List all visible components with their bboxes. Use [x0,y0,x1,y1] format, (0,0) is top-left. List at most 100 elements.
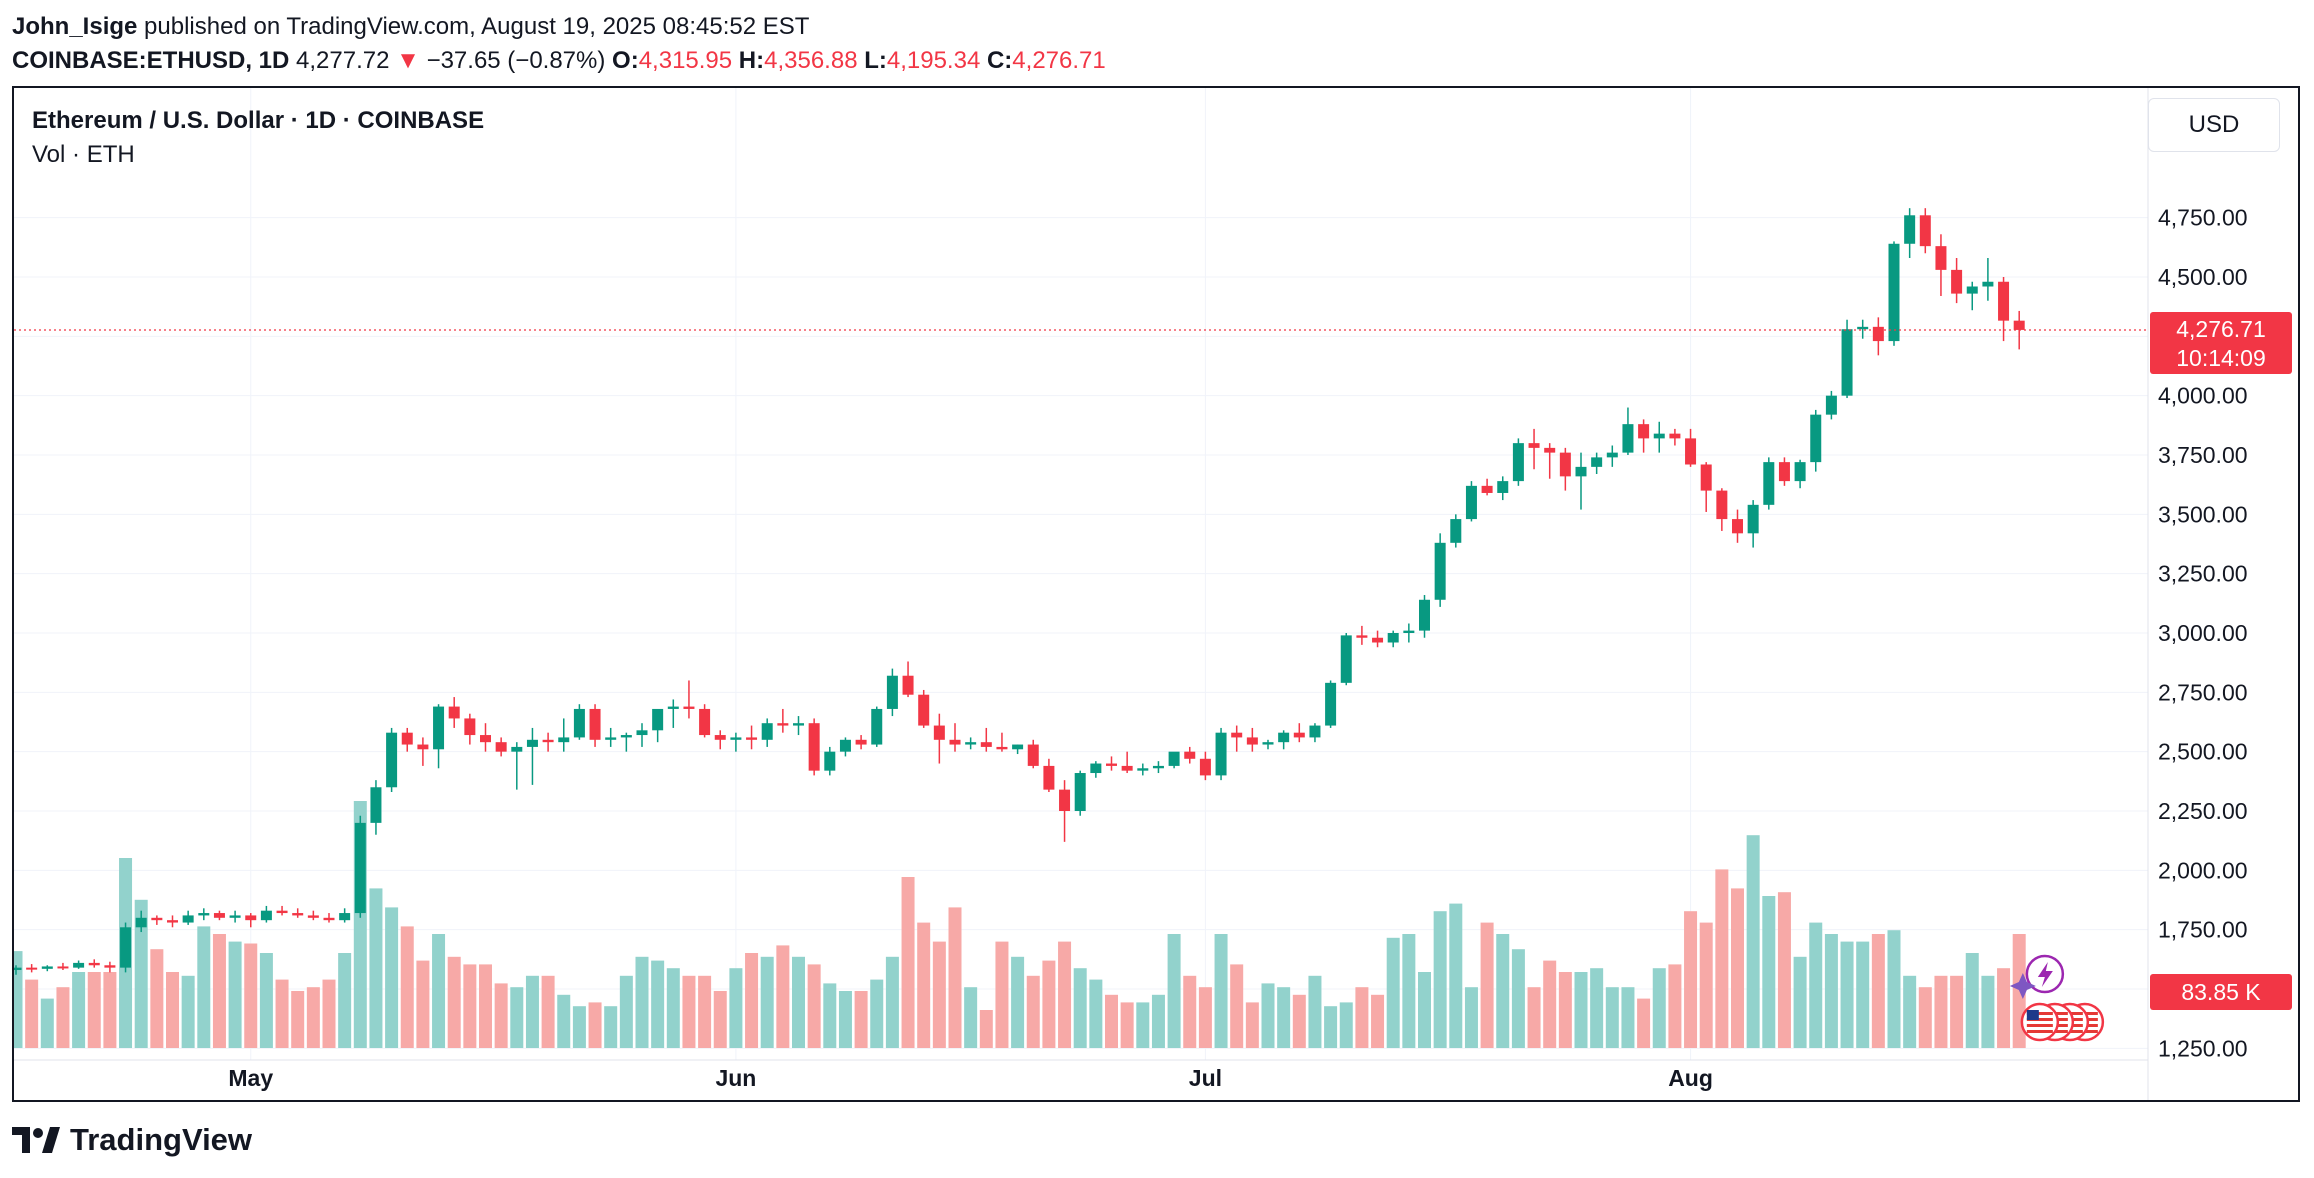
candle-body [1012,744,1024,750]
publish-text: published on TradingView.com, August 19,… [144,13,810,40]
candle-body [2013,320,2025,330]
candle-body [1559,452,1571,477]
candle-body [1951,269,1963,294]
volume-bar [1339,1002,1353,1048]
volume-bar [1371,994,1385,1048]
footer-brand[interactable]: TradingView [12,1122,252,1158]
volume-bar [1120,1002,1134,1048]
candle-body [824,751,836,771]
volume-bar [25,979,39,1048]
candle-body [933,725,945,740]
volume-bar [1574,972,1588,1048]
volume-bar [1183,975,1197,1048]
candle-body [1544,447,1556,453]
y-tick-label: 1,750.00 [2158,917,2248,943]
low-value: 4,195.34 [886,47,981,74]
candle-body [699,708,711,736]
candle-body [323,917,335,921]
volume-bar [385,907,399,1048]
volume-label: 83.85 K [2181,979,2261,1005]
candle-body [182,915,194,923]
legend-volume[interactable]: Vol · ETH [32,141,135,168]
volume-bar [1997,968,2011,1048]
chart-frame[interactable]: 1,250.001,500.001,750.002,000.002,250.00… [12,86,2300,1102]
volume-bar [166,972,179,1048]
candle-body [1293,732,1305,738]
price-chart[interactable]: 1,250.001,500.001,750.002,000.002,250.00… [14,88,2298,1100]
candle-body [1199,758,1211,776]
volume-bar [1402,934,1416,1048]
volume-bar [1934,975,1948,1048]
candle-body [1966,286,1978,294]
volume-bar [416,960,430,1048]
x-tick-label: Aug [1668,1065,1713,1091]
candle-body [1591,457,1603,467]
legend-title[interactable]: Ethereum / U.S. Dollar · 1D · COINBASE [32,107,485,134]
volume-bar [1324,1006,1338,1048]
candle-body [573,708,585,738]
candle-body [667,706,679,709]
candle-body [1653,433,1665,439]
volume-bar [197,926,211,1048]
x-tick-label: Jun [715,1065,756,1091]
flag-stripe [2026,1024,2053,1027]
candle-body [1215,732,1227,776]
candle-body [401,732,413,745]
author-name[interactable]: John_Isige [12,13,138,40]
candle-body [714,735,726,740]
last-price-label: 4,276.71 [2176,316,2266,342]
candle-body [1419,599,1430,631]
candle-body [761,723,773,740]
volume-bar [1464,987,1478,1048]
volume-bar [619,975,633,1048]
candle-body [14,967,22,971]
candle-body [1387,633,1399,643]
candle-body [1168,751,1180,766]
volume-bar [682,975,696,1048]
candle-body [777,723,789,726]
volume-bar [666,968,680,1048]
volume-bar [400,926,414,1048]
volume-bar [432,934,446,1048]
volume-bar [244,943,258,1048]
volume-bar [1918,987,1932,1048]
candle-body [855,739,867,745]
volume-bar [306,987,320,1048]
candle-body [605,737,617,740]
sparkle-icon [2009,973,2036,999]
volume-bar [572,1006,586,1048]
volume-bar [1762,896,1776,1048]
volume-bar [760,956,774,1048]
candle-body [871,708,883,745]
volume-bar [792,956,805,1048]
candle-body [1622,424,1634,453]
volume-bar [494,983,508,1048]
volume-bar [1590,968,1604,1048]
countdown-label: 10:14:09 [2176,345,2266,371]
volume-bar [1167,934,1181,1048]
candle-body [1512,443,1524,482]
currency-button[interactable]: USD [2148,98,2280,152]
candle-body [135,917,147,928]
last-price: 4,277.72 [296,47,390,74]
volume-bar [1198,987,1212,1048]
volume-bar [807,964,821,1048]
volume-bar [1292,994,1306,1048]
candle-body [1857,326,1869,330]
flag-ring [2020,1002,2060,1042]
y-tick-label: 3,000.00 [2158,620,2248,646]
candle-body [996,746,1008,750]
candle-body [902,675,914,695]
y-tick-label: 2,000.00 [2158,857,2248,883]
candle-body [1481,485,1493,493]
volume-bar [1950,975,1964,1048]
volume-bar [1637,998,1651,1048]
candle-body [1935,246,1947,270]
volume-bar [1856,941,1870,1048]
candle-body [526,739,538,747]
tradingview-logo-icon [12,1127,60,1153]
candle-body [636,730,648,736]
candle-body [1575,466,1587,477]
volume-bar [1308,975,1322,1048]
volume-bar [181,975,195,1048]
